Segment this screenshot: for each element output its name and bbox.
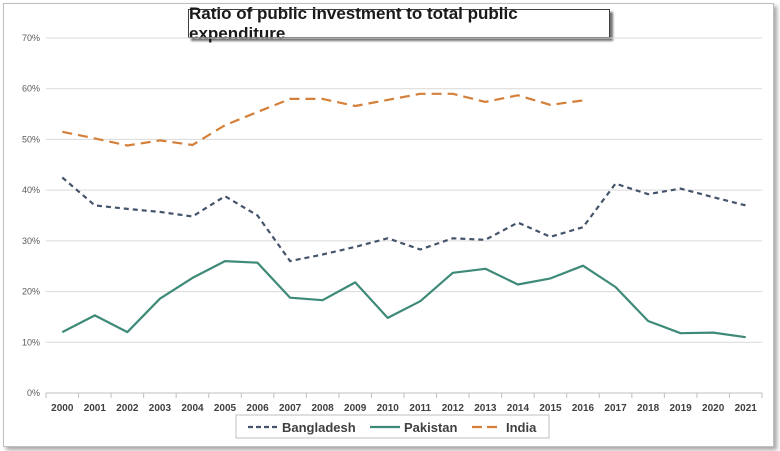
x-tick-label: 2010	[377, 403, 400, 414]
x-axis-ticks: 2000 2001 2002 2003 2004 2005 2006 2007 2008 2009…	[45, 393, 763, 414]
x-tick-label: 2021	[735, 403, 758, 414]
gridlines	[46, 37, 762, 394]
x-tick-label: 2014	[507, 403, 530, 414]
legend-label-bangladesh: Bangladesh	[282, 420, 356, 435]
y-tick-label: 30%	[22, 236, 40, 246]
series-line-pakistan	[61, 260, 746, 339]
y-tick-label: 70%	[22, 33, 40, 43]
legend-label-india: India	[506, 420, 537, 435]
x-tick-label: 2009	[344, 403, 367, 414]
x-tick-label: 2015	[539, 403, 562, 414]
y-tick-label: 20%	[22, 287, 40, 297]
series-line-india	[62, 92, 584, 147]
legend-label-pakistan: Pakistan	[404, 420, 458, 435]
x-tick-label: 2006	[246, 403, 269, 414]
chart-frame	[3, 3, 774, 447]
x-tick-label: 2000	[51, 403, 74, 414]
chart-title: Ratio of public investment to total publ…	[188, 4, 610, 43]
x-tick-label: 2007	[279, 403, 302, 414]
series-line-bangladesh	[61, 176, 746, 263]
x-tick-label: 2011	[409, 403, 431, 414]
y-tick-label: 40%	[22, 185, 40, 195]
x-tick-label: 2002	[116, 403, 139, 414]
x-tick-label: 2005	[214, 403, 237, 414]
x-tick-label: 2018	[637, 403, 660, 414]
y-tick-label: 10%	[22, 337, 40, 347]
y-tick-label: 50%	[22, 134, 40, 144]
x-tick-label: 2017	[604, 403, 627, 414]
x-tick-label: 2019	[670, 403, 693, 414]
y-tick-label: 0%	[27, 388, 40, 398]
x-tick-label: 2013	[474, 403, 497, 414]
y-tick-label: 60%	[22, 84, 40, 94]
series-lines	[61, 92, 746, 339]
x-tick-label: 2012	[442, 403, 465, 414]
legend: Bangladesh Pakistan India	[235, 414, 550, 439]
x-tick-label: 2003	[149, 403, 172, 414]
x-tick-label: 2001	[84, 403, 107, 414]
x-tick-label: 2016	[572, 403, 595, 414]
x-tick-label: 2008	[312, 403, 335, 414]
y-axis-ticks: 0% 10% 20% 30% 40% 50% 60% 70%	[22, 33, 40, 398]
x-tick-label: 2020	[702, 403, 725, 414]
x-tick-label: 2004	[181, 403, 204, 414]
